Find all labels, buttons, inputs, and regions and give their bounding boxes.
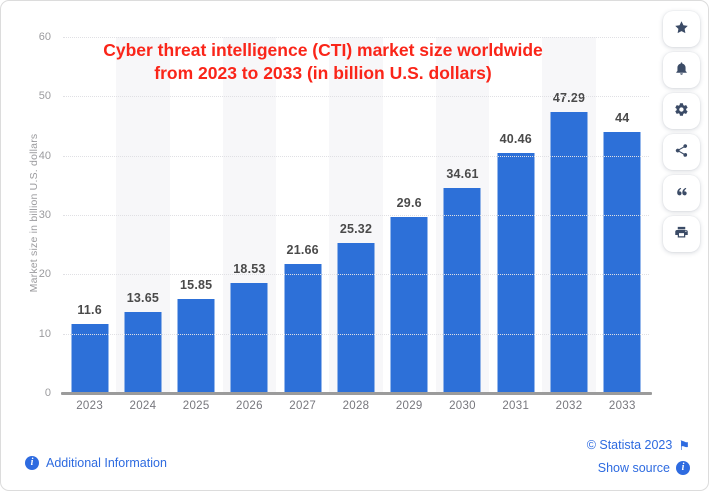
info-icon: i (25, 456, 39, 470)
chart-title-line2: from 2023 to 2033 (in billion U.S. dolla… (154, 63, 492, 83)
y-axis-tick-label: 10 (38, 327, 51, 340)
additional-information-label: Additional Information (46, 456, 167, 470)
bar-value-label: 44 (615, 110, 630, 125)
show-source-link[interactable]: Show source i (587, 461, 690, 475)
bar-2025[interactable] (177, 298, 215, 393)
x-axis-label: 2024 (129, 400, 157, 412)
gridline (63, 274, 649, 276)
bar-value-label: 29.6 (396, 196, 422, 211)
x-axis-label: 2030 (449, 400, 476, 412)
bar-2028[interactable] (337, 242, 375, 393)
column-stripe: 40.46 (489, 37, 542, 393)
column-stripe: 15.85 (170, 37, 223, 393)
flag-icon: ⚑ (678, 437, 690, 453)
copyright-label: © Statista 2023 (586, 438, 673, 452)
y-axis-tick-label: 50 (38, 90, 51, 103)
x-axis-label: 2023 (76, 400, 104, 412)
bar-2026[interactable] (230, 283, 268, 393)
bar-2030[interactable] (443, 187, 481, 393)
column-stripe: 44 (596, 37, 649, 393)
bar-value-label: 15.85 (180, 277, 213, 292)
bar-value-label: 18.53 (233, 262, 266, 277)
bar-value-label: 40.46 (499, 131, 532, 146)
x-axis-label: 2029 (395, 400, 423, 412)
x-axis-label: 2027 (289, 400, 317, 412)
chart-title-line1: Cyber threat intelligence (CTI) market s… (103, 40, 543, 60)
column-stripe: 29.6 (383, 37, 436, 393)
x-axis-label: 2031 (502, 400, 530, 412)
x-axis-label: 2028 (342, 400, 370, 412)
bar-2024[interactable] (124, 312, 162, 393)
gridline (63, 96, 649, 98)
x-axis-labels: 2023 2024 2025 2026 2027 2028 2029 2030 2031 2032… (63, 400, 649, 412)
additional-information-link[interactable]: i Additional Information (25, 456, 167, 470)
favorite-button[interactable] (663, 11, 700, 47)
bar-value-label: 21.66 (286, 243, 319, 258)
info-icon: i (676, 461, 690, 475)
bar-value-label: 47.29 (552, 91, 586, 106)
x-axis-line (61, 392, 652, 395)
y-axis-tick-label: 0 (44, 387, 51, 399)
printer-icon (674, 225, 689, 243)
x-axis-label: 2032 (555, 400, 583, 412)
share-button[interactable] (663, 134, 700, 170)
bar-value-label: 34.61 (446, 166, 479, 181)
plot-area: 11.6 13.65 15.85 18.53 21.66 25.32 29.6 34.61 40… (39, 31, 652, 399)
bar-2033[interactable] (603, 131, 641, 393)
bar-2029[interactable] (390, 217, 428, 393)
x-axis-label: 2026 (236, 400, 263, 412)
gridline (63, 333, 649, 335)
star-icon (674, 20, 689, 38)
show-source-label: Show source (597, 461, 670, 475)
gear-icon (674, 102, 689, 120)
y-axis-tick-label: 40 (38, 149, 51, 162)
print-button[interactable] (663, 216, 700, 252)
bell-icon (674, 61, 689, 79)
y-axis-tick-label: 20 (38, 268, 51, 281)
chart-title: Cyber threat intelligence (CTI) market s… (63, 39, 583, 85)
y-axis-tick-label: 60 (38, 31, 51, 43)
column-stripe: 21.66 (276, 37, 329, 393)
bar-2027[interactable] (284, 264, 322, 393)
statista-copyright-link[interactable]: © Statista 2023 ⚑ (587, 438, 690, 452)
gridline (63, 215, 649, 216)
gridline (63, 37, 649, 38)
footer-right: © Statista 2023 ⚑ Show source i (587, 438, 690, 475)
cite-button[interactable] (663, 175, 700, 211)
x-axis-label: 2033 (608, 400, 636, 412)
bar-2032[interactable] (550, 112, 588, 393)
y-axis-tick-label: 30 (38, 209, 51, 221)
bar-2023[interactable] (71, 324, 109, 393)
bar-value-label: 25.32 (339, 221, 373, 236)
settings-button[interactable] (663, 93, 700, 129)
bar-value-label: 11.6 (77, 303, 102, 318)
column-stripe: 11.6 (63, 37, 116, 393)
chart-toolbar (663, 11, 700, 252)
share-icon (674, 143, 689, 161)
bar-2031[interactable] (497, 152, 535, 393)
quote-icon (674, 184, 689, 202)
alert-button[interactable] (663, 52, 700, 88)
x-axis-label: 2025 (182, 400, 210, 412)
gridline (63, 155, 649, 157)
bar-value-label: 13.65 (126, 291, 160, 306)
